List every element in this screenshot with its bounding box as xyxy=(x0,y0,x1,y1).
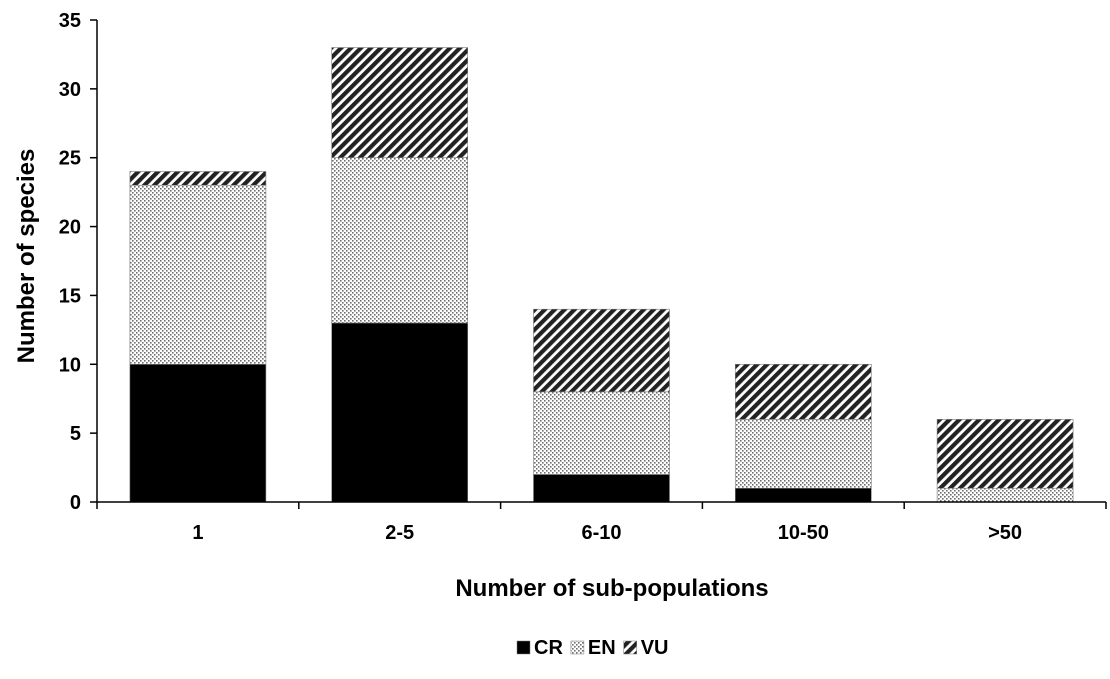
x-tick-label: >50 xyxy=(988,522,1022,544)
legend-swatch-cr xyxy=(516,640,531,655)
x-tick-label: 6-10 xyxy=(581,522,621,544)
y-axis-title: Number of species xyxy=(13,149,40,364)
bars xyxy=(129,47,1074,503)
bar-segment-vu-1 xyxy=(129,171,267,186)
bar-segment-en-5 xyxy=(936,487,1074,503)
y-tick-label: 0 xyxy=(70,492,81,514)
bar-segment-vu-3 xyxy=(533,308,670,393)
bar-segment-en-2 xyxy=(331,157,469,324)
legend-swatch-en xyxy=(570,640,585,655)
x-tick-label: 2-5 xyxy=(385,522,414,544)
legend-label-cr: CR xyxy=(534,637,563,659)
y-tick-label: 5 xyxy=(70,423,81,445)
y-tick-label: 25 xyxy=(59,148,81,170)
bar-segment-en-1 xyxy=(129,184,267,365)
bar-segment-en-4 xyxy=(734,419,872,489)
bar-segment-en-3 xyxy=(533,391,670,475)
bar-segment-vu-5 xyxy=(936,419,1074,489)
bar-segment-vu-4 xyxy=(734,363,872,420)
y-tick-label: 20 xyxy=(59,217,81,239)
y-tick-label: 35 xyxy=(59,10,81,32)
x-tick-label: 1 xyxy=(192,522,203,544)
legend-swatch-vu xyxy=(623,640,637,655)
y-tick-label: 30 xyxy=(59,79,81,101)
bar-segment-cr-3 xyxy=(533,474,670,503)
legend: CR EN VU xyxy=(516,637,669,659)
y-tick-label: 15 xyxy=(59,285,81,307)
bar-segment-cr-1 xyxy=(129,363,267,503)
bar-segment-vu-2 xyxy=(331,47,469,159)
bar-segment-cr-2 xyxy=(331,322,469,503)
y-tick-label: 10 xyxy=(59,354,81,376)
x-tick-label: 10-50 xyxy=(778,522,829,544)
legend-label-en: EN xyxy=(588,637,616,659)
axes: 0 5 10 15 20 25 30 35 1 2-5 6-10 10-50 >50 xyxy=(59,10,1107,544)
x-axis-title: Number of sub-populations xyxy=(455,575,768,602)
legend-label-vu: VU xyxy=(641,637,669,659)
bar-segment-cr-4 xyxy=(734,487,872,503)
